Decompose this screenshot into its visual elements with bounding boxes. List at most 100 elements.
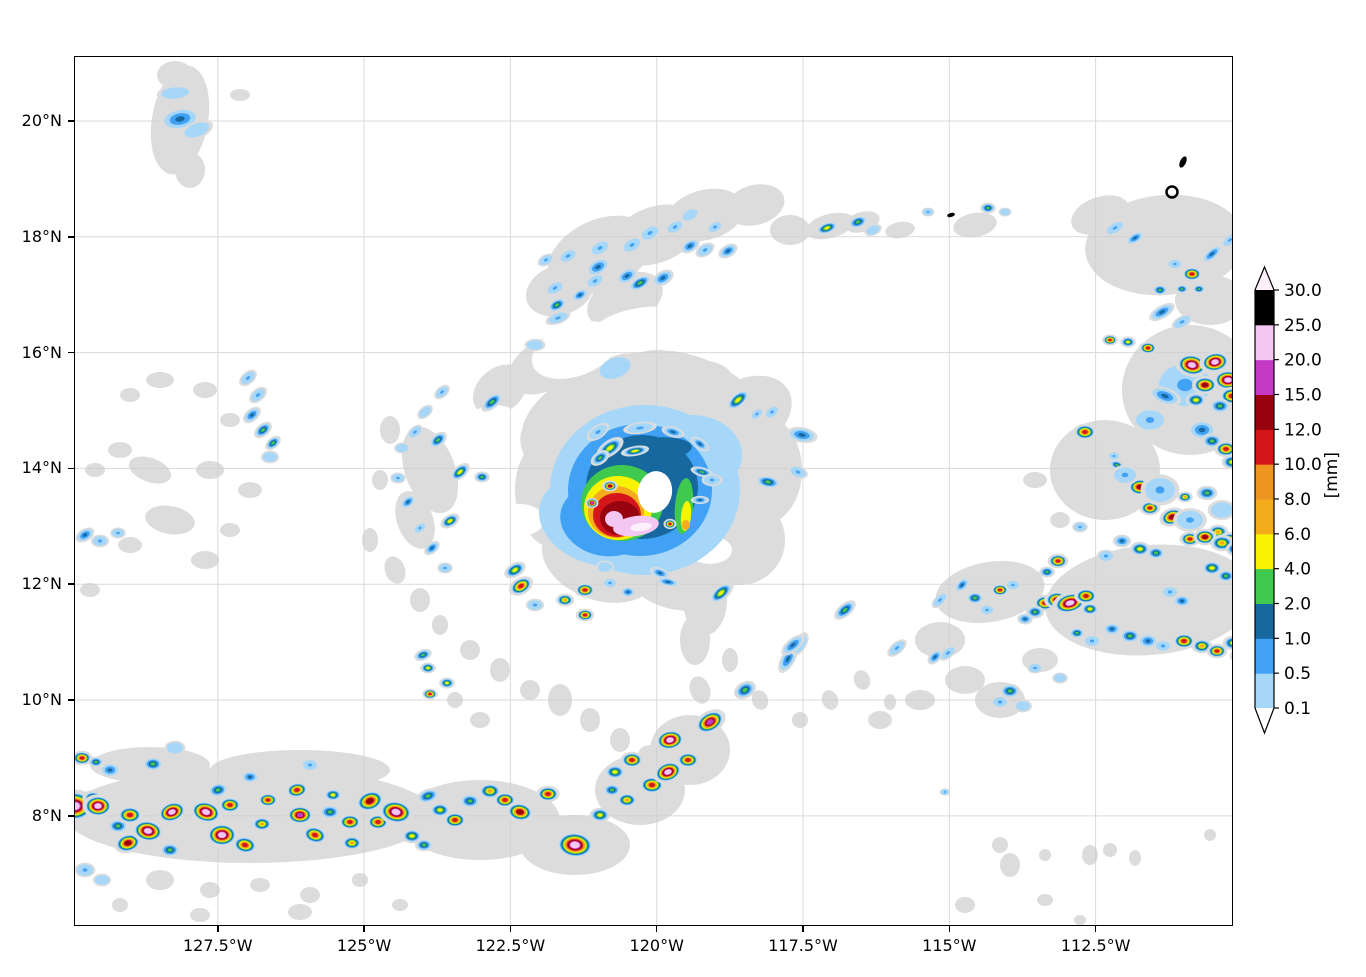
precip-cell (142, 756, 164, 772)
precip-cell (180, 120, 214, 140)
precip-cell (156, 800, 188, 824)
precip-cell (400, 494, 416, 510)
x-tick-label: 115°W (922, 936, 977, 955)
precip-cell (1212, 369, 1232, 391)
y-tickmark (68, 583, 74, 585)
precip-cell (257, 792, 279, 808)
gray-blob (145, 505, 195, 535)
gray-blob (362, 528, 378, 552)
gray-blob (157, 61, 193, 89)
colorbar-tick-label: 8.0 (1284, 490, 1311, 510)
precip-cell (434, 384, 450, 400)
precip-cell (690, 436, 710, 452)
precip-cell (117, 805, 143, 825)
gray-blob (384, 556, 406, 584)
precip-cell (1052, 672, 1068, 684)
precip-cell (354, 789, 386, 813)
precip-cell (980, 202, 996, 214)
gray-blob (1039, 849, 1051, 861)
precip-cell (695, 242, 715, 258)
precip-cell (623, 421, 657, 435)
precip-cell (474, 471, 490, 483)
precip-cell (656, 576, 680, 588)
colorbar-segment (1255, 359, 1274, 395)
precip-cell (1222, 635, 1232, 651)
gray-blob (680, 615, 710, 665)
precip-cell (680, 207, 700, 223)
precip-cell (1137, 633, 1159, 649)
y-tickmark (68, 815, 74, 817)
precip-cell (639, 224, 661, 242)
precip-cell (847, 215, 869, 229)
gray-blob (352, 873, 368, 887)
gridlines (75, 57, 1232, 925)
precip-cell (205, 822, 239, 848)
precip-cell (921, 207, 935, 217)
precip-cell (1112, 534, 1132, 548)
precip-cell (1129, 541, 1151, 557)
white-hole (588, 306, 692, 354)
x-tickmark (1094, 926, 1097, 932)
precip-cell (414, 838, 434, 852)
precip-cell (558, 248, 578, 264)
gray-blob (955, 897, 975, 913)
precip-cell (1074, 587, 1098, 605)
precip-cell (786, 426, 818, 444)
core-patch (604, 437, 692, 465)
precip-cell (1139, 500, 1161, 516)
precip-cell (1013, 699, 1033, 713)
colorbar-segment (1255, 673, 1274, 709)
colorbar-under-arrow (1255, 708, 1274, 733)
precip-cell (1131, 407, 1169, 433)
precip-cell (616, 792, 638, 808)
precip-cell (88, 756, 104, 768)
precip-cell (1073, 423, 1097, 441)
precip-cell (939, 788, 951, 796)
precip-cell (1199, 350, 1231, 374)
colorbar-over-arrow (1255, 267, 1274, 290)
precip-cell (554, 830, 596, 860)
white-holes (467, 306, 732, 571)
precip-cell (260, 450, 280, 464)
precip-cell (207, 782, 229, 798)
gray-blob (193, 382, 217, 398)
precip-cell (1206, 643, 1228, 659)
precip-cell (990, 695, 1010, 709)
precip-cell (1152, 284, 1168, 296)
x-tickmark (217, 926, 219, 932)
precip-cell (602, 577, 618, 589)
precip-cell (240, 770, 260, 784)
gray-blob (722, 648, 738, 672)
precip-cell (82, 794, 114, 818)
precip-cell (239, 369, 257, 387)
precip-cell (90, 534, 110, 548)
y-tick-label: 8°N (31, 805, 62, 825)
y-tickmark (68, 236, 74, 238)
gray-blob (953, 212, 997, 238)
precip-cells (75, 85, 1232, 887)
precip-cell (701, 473, 723, 487)
gray-blob (1103, 843, 1117, 857)
x-tick-label: 122.5°W (475, 936, 546, 955)
y-tickmark (68, 699, 74, 701)
precip-cell (1017, 613, 1033, 625)
gray-blob (1050, 512, 1070, 528)
precip-cell (413, 521, 427, 535)
gray-blob (112, 898, 128, 912)
precip-cell (504, 561, 526, 579)
gray-blob (238, 482, 262, 498)
y-tick-label: 20°N (21, 110, 62, 130)
precip-cell (537, 253, 555, 267)
precip-cell (377, 799, 415, 825)
precip-cell (323, 788, 343, 802)
precip-cell (1104, 220, 1126, 236)
core-patch (682, 520, 690, 530)
precip-cell (764, 404, 780, 420)
precip-cell (694, 709, 726, 735)
gray-blob (992, 837, 1008, 853)
precip-cell (690, 466, 714, 478)
gray-blob (490, 658, 510, 682)
x-tick-label: 125°W (336, 936, 392, 955)
precip-cell (620, 445, 650, 457)
